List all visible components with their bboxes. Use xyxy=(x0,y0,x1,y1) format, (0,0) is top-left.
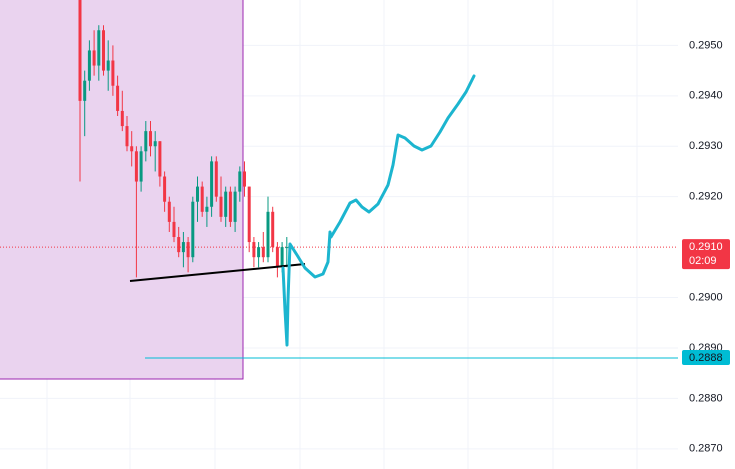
candle-body xyxy=(275,247,279,268)
countdown-label: 02:09 xyxy=(689,255,717,267)
candle-body xyxy=(210,161,214,207)
candle-body xyxy=(261,247,265,258)
candle-body xyxy=(116,85,120,111)
candle-body xyxy=(78,0,82,101)
candle-body xyxy=(257,247,261,258)
highlight-rectangle xyxy=(0,0,244,380)
price-label: 0.2910 xyxy=(689,241,723,253)
candle-body xyxy=(224,191,228,217)
candle-body xyxy=(130,146,134,152)
price-axis xyxy=(678,0,735,469)
candle-body xyxy=(247,186,251,243)
candle-body xyxy=(120,110,124,127)
candle-body xyxy=(139,151,143,182)
candle-body xyxy=(214,161,218,197)
candle-body xyxy=(158,141,162,177)
freehand-drawing xyxy=(281,74,476,347)
candle-body xyxy=(149,131,152,147)
candle-body xyxy=(102,30,105,71)
y-tick-label: 0.2900 xyxy=(689,291,723,303)
candle-body xyxy=(266,211,270,258)
candle-body xyxy=(97,30,101,66)
y-tick-label: 0.2940 xyxy=(689,90,723,102)
candle-body xyxy=(153,141,157,147)
y-tick-label: 0.2880 xyxy=(689,392,723,404)
candle-body xyxy=(219,196,223,217)
candle-body xyxy=(125,126,129,147)
y-tick-label: 0.2870 xyxy=(689,443,723,455)
candle-body xyxy=(271,211,275,248)
candle-body xyxy=(111,60,115,86)
candle-body xyxy=(243,171,246,187)
candle-body xyxy=(285,247,289,249)
price-label-box xyxy=(682,350,730,366)
candle-body xyxy=(177,237,181,253)
candle-body xyxy=(191,201,195,258)
candle-body xyxy=(233,191,237,222)
candle-body xyxy=(200,186,204,212)
y-tick-label: 0.2950 xyxy=(689,39,723,51)
candle-body xyxy=(252,242,256,258)
candle-body xyxy=(205,206,209,212)
candle-body xyxy=(87,50,91,81)
price-label-box xyxy=(682,239,730,270)
candle-body xyxy=(144,131,148,152)
price-label: 0.2888 xyxy=(689,352,723,364)
candle-body xyxy=(83,80,87,101)
candle-body xyxy=(172,221,176,238)
candle-body xyxy=(92,50,96,66)
candle-body xyxy=(134,151,138,182)
candle-body xyxy=(238,171,242,192)
y-tick-label: 0.2930 xyxy=(689,140,723,152)
candle-body xyxy=(186,242,190,258)
candle-body xyxy=(181,242,185,253)
trend-line xyxy=(129,263,306,282)
candle-body xyxy=(280,247,284,268)
candle-body xyxy=(163,176,167,202)
candle-body xyxy=(167,201,171,222)
y-tick-label: 0.2920 xyxy=(689,191,723,203)
candle-body xyxy=(196,186,199,202)
candle-body xyxy=(228,191,232,222)
candle-body xyxy=(106,60,110,71)
